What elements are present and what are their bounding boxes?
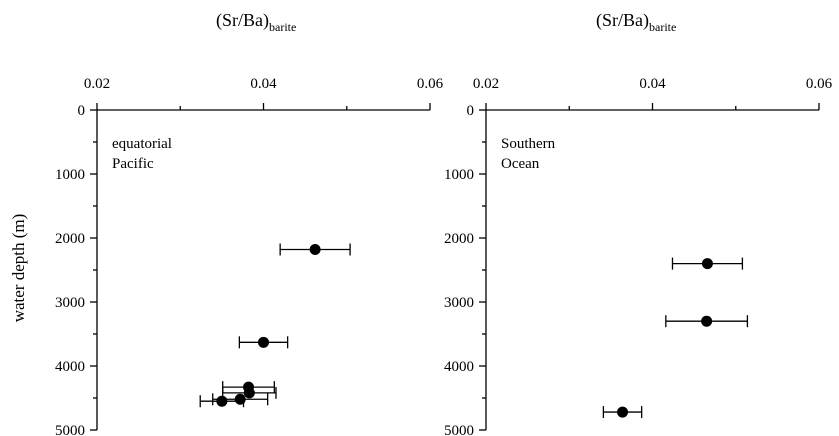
panel2-data-point bbox=[701, 258, 713, 270]
panel1-x-tick-label: 0.04 bbox=[250, 76, 277, 92]
panel2-y-tick-label: 4000 bbox=[444, 359, 474, 375]
panel1-plot-area: 0.02 0.04 0.06 0 1000 2000 3000 4000 5000 bbox=[55, 76, 444, 436]
panel1-y-tick-label: 5000 bbox=[55, 423, 85, 436]
y-axis-label: water depth (m) bbox=[9, 214, 28, 323]
panel1-y-tick-label: 4000 bbox=[55, 359, 85, 375]
panel2-x-tick-label: 0.04 bbox=[639, 76, 666, 92]
panel1-title: (Sr/Ba)barite bbox=[216, 10, 296, 34]
panel1-annotation-line2: Pacific bbox=[112, 156, 154, 172]
panel2-annotation-line2: Ocean bbox=[501, 156, 540, 172]
panel1-y-tick-label: 2000 bbox=[55, 231, 85, 247]
panel2-data-point bbox=[617, 406, 629, 418]
panel2-y-tick-label: 5000 bbox=[444, 423, 474, 436]
panel1-annotation-line1: equatorial bbox=[112, 136, 172, 152]
panel1-x-tick-label: 0.06 bbox=[417, 76, 444, 92]
panel2-y-tick-label: 1000 bbox=[444, 167, 474, 183]
panel2-x-tick-label: 0.06 bbox=[806, 76, 833, 92]
panel1-data-point bbox=[309, 244, 321, 256]
panel1-data-point bbox=[216, 395, 228, 407]
panel2-title: (Sr/Ba)barite bbox=[596, 10, 676, 34]
panel2-y-tick-label: 2000 bbox=[444, 231, 474, 247]
panel-southern-ocean: (Sr/Ba)barite Southern Ocean bbox=[501, 10, 676, 172]
panel1-data-point bbox=[243, 387, 255, 399]
panel1-data-point bbox=[258, 336, 269, 348]
panel2-y-tick-label: 0 bbox=[467, 103, 475, 119]
panel2-y-tick-label: 3000 bbox=[444, 295, 474, 311]
panel1-x-tick-label: 0.02 bbox=[84, 76, 110, 92]
panel2-plot-area: 0.02 0.04 0.06 0 1000 2000 3000 4000 5000 bbox=[444, 76, 833, 436]
panel-equatorial-pacific: (Sr/Ba)barite equatorial Pacific water d… bbox=[9, 10, 296, 322]
panel2-x-tick-label: 0.02 bbox=[473, 76, 499, 92]
panel1-y-tick-label: 0 bbox=[78, 103, 86, 119]
panel1-y-tick-label: 3000 bbox=[55, 295, 85, 311]
panel2-data-point bbox=[701, 315, 713, 327]
panel1-y-tick-label: 1000 bbox=[55, 167, 85, 183]
panel2-annotation-line1: Southern bbox=[501, 136, 556, 152]
